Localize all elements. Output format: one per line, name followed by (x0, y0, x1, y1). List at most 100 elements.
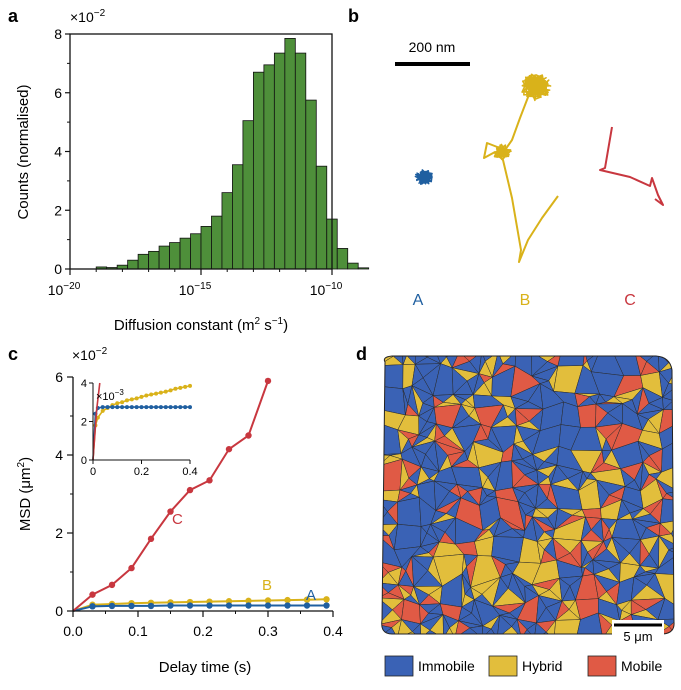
panel-label-a: a (8, 6, 19, 26)
msd-x-tick-label: 0.2 (193, 623, 213, 639)
msd-y-tick-label: 6 (55, 369, 63, 385)
voronoi-cell (481, 625, 492, 634)
voronoi-cell (401, 356, 407, 365)
msd-series-line (72, 604, 327, 612)
msd-point (108, 602, 116, 610)
msd-y-tick-label: 4 (55, 447, 63, 463)
inset-point (144, 405, 149, 410)
voronoi-cell (613, 396, 634, 404)
voronoi-cell (458, 606, 473, 622)
histogram-bar (347, 262, 359, 270)
msd-point (323, 602, 330, 609)
voronoi-cell (517, 501, 526, 531)
inset-point (100, 405, 105, 410)
msd-point (167, 602, 174, 609)
histogram-y-tick-label: 0 (54, 261, 62, 277)
msd-y-axis-label: MSD (μm2) (16, 457, 34, 531)
histogram-y-tick-label: 4 (54, 144, 62, 160)
histogram-y-tick-label: 6 (54, 85, 62, 101)
voronoi-cell (470, 586, 483, 601)
inset-point (120, 400, 125, 405)
voronoi-cell (611, 536, 630, 564)
voronoi-cell (593, 574, 607, 600)
voronoi-cell (492, 356, 504, 378)
inset-point (110, 405, 115, 410)
voronoi-cell (620, 468, 635, 487)
msd-x-tick-label: 0.0 (63, 623, 83, 639)
histogram-bar (148, 250, 160, 270)
voronoi-cell (414, 356, 428, 365)
voronoi-cell (616, 603, 622, 621)
voronoi-cell (535, 483, 548, 509)
msd-point (284, 602, 291, 609)
voronoi-cell (492, 576, 509, 607)
histogram-bar (242, 120, 254, 270)
histogram-bar (336, 248, 349, 270)
histogram-bars (95, 38, 370, 270)
msd-y-tick-label: 0 (55, 603, 63, 619)
msd-label-c: C (172, 511, 183, 528)
voronoi-cell (381, 458, 403, 492)
voronoi-cell (636, 413, 649, 431)
voronoi-cell (595, 427, 607, 452)
voronoi-cell (658, 522, 672, 537)
voronoi-cell (536, 540, 545, 564)
voronoi-cell (536, 469, 549, 485)
voronoi-cell (553, 619, 581, 634)
histogram-bar (200, 226, 212, 270)
voronoi-cell (639, 538, 650, 567)
voronoi-cell (532, 516, 545, 543)
voronoi-cell (402, 352, 415, 355)
voronoi-cell (557, 356, 585, 367)
inset-point (134, 405, 139, 410)
voronoi-cell (452, 394, 467, 405)
voronoi-cell (416, 466, 430, 486)
inset-point (100, 408, 105, 413)
voronoi-cell (420, 525, 428, 547)
inset-point (105, 405, 110, 410)
panel-label-d: d (356, 344, 367, 364)
voronoi-cell (478, 467, 489, 489)
trajectory-c (599, 126, 664, 206)
voronoi-cell (659, 498, 675, 524)
inset-point (183, 384, 188, 389)
inset-point (134, 396, 139, 401)
msd-point (303, 602, 311, 609)
inset-y-tick-label: 0 (81, 455, 87, 467)
voronoi-cell (432, 394, 444, 408)
msd-point (323, 596, 330, 603)
inset-point (183, 405, 188, 410)
inset-x-tick-label: 0.4 (182, 466, 197, 478)
voronoi-cell (496, 614, 513, 634)
voronoi-cell (451, 367, 468, 396)
voronoi-cell (672, 385, 675, 410)
voronoi-cell (451, 450, 468, 468)
msd-point (89, 591, 96, 598)
voronoi-cell (420, 623, 431, 634)
msd-point (303, 596, 311, 603)
voronoi-cell (658, 371, 669, 399)
voronoi-cell (381, 364, 404, 389)
voronoi-cell (577, 403, 597, 428)
msd-point (225, 445, 233, 453)
trajectory-panel: 200 nm A B C (395, 39, 664, 309)
legend-swatch-mobile (587, 655, 617, 677)
inset-series-line (92, 385, 191, 461)
voronoi-cell (637, 441, 650, 463)
msd-point (186, 486, 194, 494)
legend-label-mobile: Mobile (621, 658, 662, 674)
histogram-x-tick-label: 10−15 (179, 281, 212, 298)
inset-point (168, 405, 173, 410)
histogram-x-tick-label: 10−10 (310, 281, 343, 298)
voronoi-cell (434, 423, 445, 442)
histogram-bar (294, 52, 307, 270)
voronoi-cell (456, 483, 468, 499)
voronoi-cell (655, 478, 667, 500)
voronoi-cell (532, 507, 549, 519)
voronoi-cell (430, 510, 447, 525)
inset-point (124, 405, 129, 410)
msd-point (225, 602, 233, 609)
inset-point (115, 405, 120, 410)
voronoi-cell (478, 356, 486, 374)
msd-axes: 0.0 0.1 0.2 0.3 0.4 0 2 4 6 (55, 369, 343, 639)
